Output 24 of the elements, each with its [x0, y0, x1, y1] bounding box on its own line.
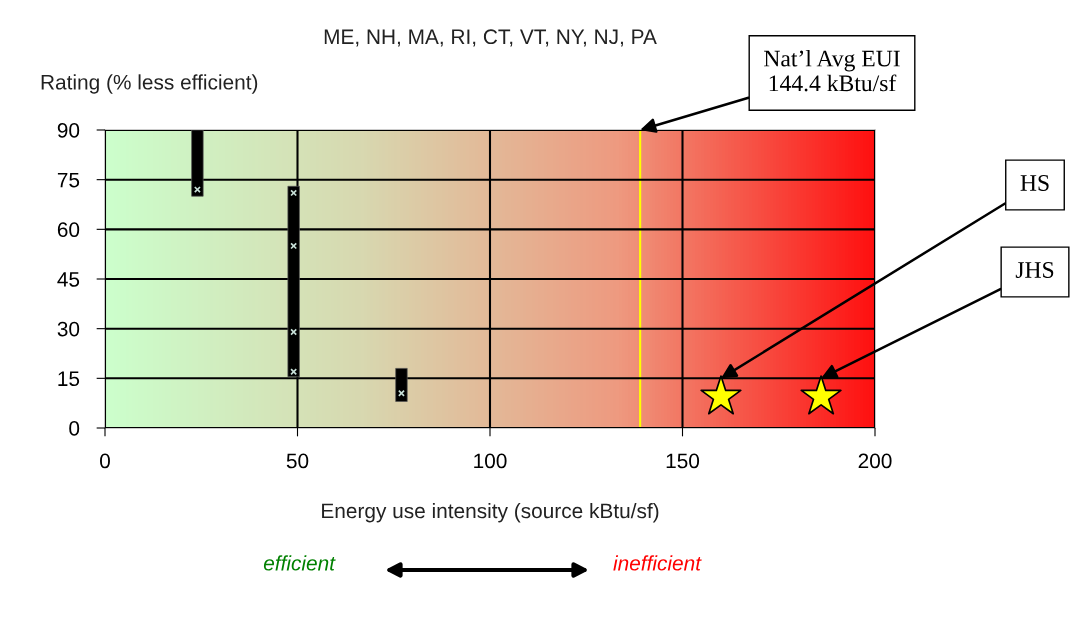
- text: inefficient: [613, 555, 702, 571]
- chart-title: ME, NH, MA, RI, CT, VT, NY, NJ, PA: [324, 29, 657, 47]
- x-axis-title: Energy use intensity (source kBtu/sf): [322, 502, 659, 523]
- y-tick-label: 45: [57, 272, 80, 287]
- point: [193, 186, 201, 194]
- x-tick-label: 0: [100, 453, 110, 469]
- annotation: HS: [1020, 175, 1049, 191]
- x-tick-label: 50: [286, 453, 309, 469]
- text: efficient: [263, 555, 336, 571]
- x-tick-label: 200: [858, 453, 892, 469]
- x-tick-label: 100: [474, 453, 507, 469]
- annotation: JHS: [1015, 262, 1054, 278]
- y-tick-label: 75: [57, 172, 80, 188]
- y-tick-label: 30: [57, 321, 80, 337]
- y-tick-label: 0: [69, 421, 80, 436]
- point: [290, 368, 298, 376]
- x-tick-label: 150: [666, 453, 700, 469]
- y-tick-label: 60: [57, 222, 80, 238]
- point: [700, 375, 742, 415]
- y-tick-label: 90: [57, 123, 80, 138]
- y-tick-label: 15: [58, 371, 80, 387]
- point: [800, 375, 842, 415]
- y-axis-title: Rating (% less efficient): [41, 74, 258, 94]
- annotation: Nat’l Avg EUI 144.4 kBtu/sf: [764, 49, 900, 92]
